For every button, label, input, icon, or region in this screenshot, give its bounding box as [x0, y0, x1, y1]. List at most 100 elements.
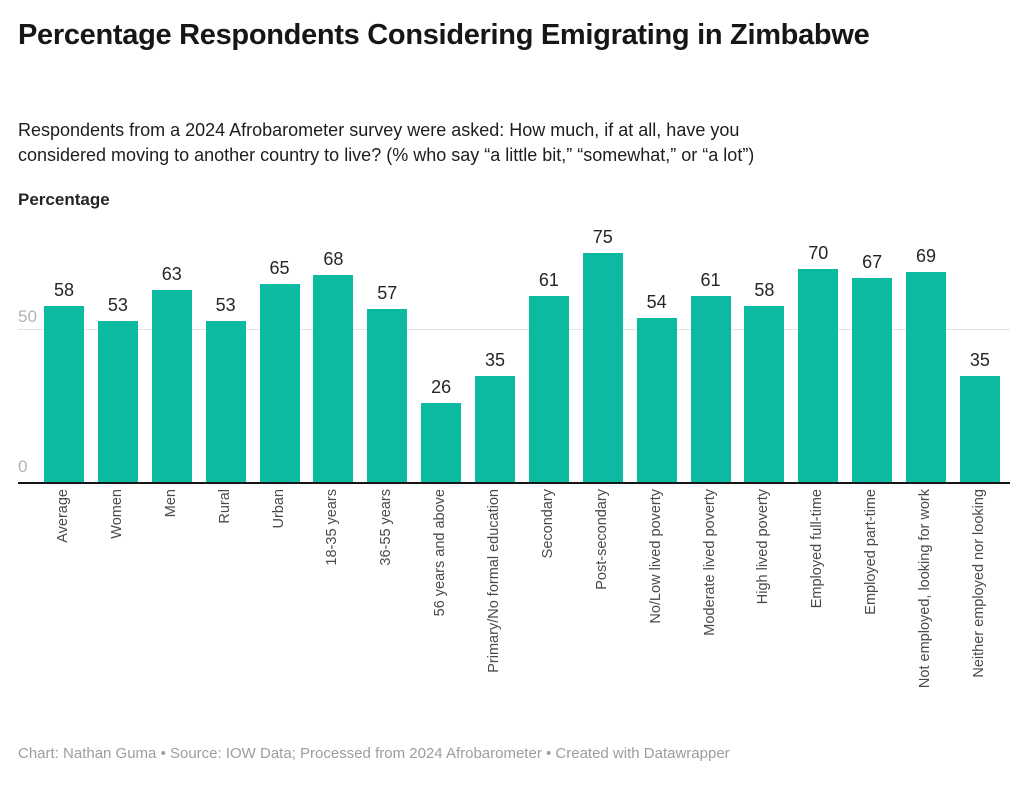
bar-chart-plot-area: 50 0 58 53 63 53 65 68 57 26 35 61 75 54 61 58 70 67 69 3… — [18, 227, 1010, 484]
bar-value-label: 58 — [53, 280, 75, 300]
x-axis-label: Not employed, looking for work — [917, 489, 934, 689]
bar-value-label: 58 — [754, 280, 775, 300]
bar-cell: 67 — [852, 230, 893, 483]
bar-value-label: 75 — [592, 227, 613, 247]
bar-value-label: 35 — [969, 350, 990, 370]
bar — [151, 290, 192, 483]
bar — [44, 306, 84, 483]
bar-value-label: 53 — [107, 295, 128, 315]
bar — [367, 309, 408, 483]
bar-value-label: 69 — [915, 246, 937, 266]
bar-value-label: 70 — [808, 243, 829, 263]
chart-subtitle-line-1: Respondents from a 2024 Afrobarometer su… — [18, 120, 740, 140]
x-axis-label-cell: Rural — [206, 489, 246, 721]
bar-cell: 53 — [97, 230, 138, 483]
bar — [636, 318, 677, 483]
bar-cell: 58 — [44, 230, 84, 483]
y-tick-label-50: 50 — [18, 307, 37, 326]
bar-cell: 35 — [959, 230, 1000, 483]
x-axis-label: High lived poverty — [755, 489, 772, 605]
bar-value-label: 67 — [862, 252, 883, 272]
x-axis-label: No/Low lived poverty — [647, 489, 664, 624]
bar-value-label: 54 — [646, 292, 667, 312]
x-axis-label: Urban — [270, 489, 287, 529]
x-axis-label: Men — [162, 489, 179, 518]
x-axis-label-cell: Moderate lived poverty — [691, 489, 731, 721]
x-axis-label-cell: Post-secondary — [583, 489, 623, 721]
bar — [528, 296, 569, 483]
bar — [582, 253, 623, 483]
x-axis-label: Secondary — [539, 489, 556, 559]
bar-cell: 70 — [798, 230, 839, 483]
x-axis-label: Post-secondary — [593, 489, 610, 590]
bar-cell: 61 — [690, 230, 731, 483]
x-axis-label-cell: 18-35 years — [313, 489, 353, 721]
chart-subtitle-line-2: considered moving to another country to … — [18, 145, 755, 166]
bar-cell: 26 — [421, 230, 462, 483]
bar — [690, 296, 731, 483]
bar — [798, 269, 839, 483]
bar-value-label: 26 — [431, 377, 452, 397]
bar-value-label: 61 — [538, 270, 559, 290]
chart-subtitle: Respondents from a 2024 Afrobarometer su… — [18, 118, 1008, 168]
x-axis-label: Average — [55, 489, 72, 543]
x-axis-label: Employed part-time — [863, 489, 880, 615]
x-axis-label: Primary/No formal education — [486, 489, 503, 673]
bar-value-label: 53 — [215, 295, 236, 315]
bar-value-label: 68 — [323, 249, 344, 269]
x-axis-label-cell: Not employed, looking for work — [906, 489, 946, 721]
bar-value-label: 65 — [269, 258, 290, 278]
bar-value-label: 61 — [700, 270, 721, 290]
bar — [259, 284, 300, 483]
bar-cell: 69 — [906, 230, 946, 483]
bar-cell: 53 — [205, 230, 246, 483]
y-tick-label-0: 0 — [18, 457, 28, 476]
x-axis-label-cell: Neither employed nor looking — [960, 489, 1000, 721]
bar — [852, 278, 893, 483]
x-axis-label-cell: 56 years and above — [421, 489, 461, 721]
bar-cell: 65 — [259, 230, 300, 483]
x-axis-label-cell: Employed full-time — [798, 489, 838, 721]
bar-cell: 57 — [367, 230, 408, 483]
x-axis-label-cell: Urban — [260, 489, 300, 721]
chart-footer: Chart: Nathan Guma • Source: IOW Data; P… — [18, 745, 730, 762]
x-axis-label: 36-55 years — [378, 489, 395, 566]
bar-cell: 35 — [475, 230, 515, 483]
bar — [959, 376, 1000, 483]
x-axis-label: 56 years and above — [432, 489, 449, 617]
x-axis-label-cell: 36-55 years — [367, 489, 407, 721]
x-axis-label: Moderate lived poverty — [701, 489, 718, 636]
bar-value-label: 57 — [377, 283, 398, 303]
y-axis-title: Percentage — [18, 190, 110, 209]
x-axis-label-cell: Men — [152, 489, 192, 721]
x-axis-label-cell: Primary/No formal education — [475, 489, 515, 721]
bar — [421, 403, 462, 483]
x-axis-label: 18-35 years — [324, 489, 341, 566]
bar — [313, 275, 354, 483]
x-axis-label: Rural — [216, 489, 233, 524]
bar — [744, 306, 785, 483]
x-axis-label: Women — [108, 489, 125, 539]
bar-cell: 63 — [151, 230, 192, 483]
x-axis-label-cell: High lived poverty — [744, 489, 784, 721]
x-axis-label-cell: Secondary — [529, 489, 569, 721]
bar-cell: 54 — [636, 230, 677, 483]
chart-title: Percentage Respondents Considering Emigr… — [18, 19, 870, 51]
bar-cell: 58 — [744, 230, 785, 483]
bar — [97, 321, 138, 483]
x-axis-labels: Average Women Men Rural Urban 18-35 years 36-5… — [44, 489, 1000, 721]
bar — [205, 321, 246, 483]
x-axis-label-cell: Women — [98, 489, 138, 721]
bar — [906, 272, 946, 483]
bars-container: 58 53 63 53 65 68 57 26 35 61 75 54 61 58 70 67 69 35 — [44, 227, 1000, 483]
x-axis-label: Neither employed nor looking — [970, 489, 987, 678]
bar — [475, 376, 515, 483]
x-axis-label-cell: No/Low lived poverty — [637, 489, 677, 721]
x-axis-label: Employed full-time — [809, 489, 826, 609]
bar-value-label: 63 — [161, 264, 182, 284]
bar-cell: 68 — [313, 230, 354, 483]
x-axis-label-cell: Employed part-time — [852, 489, 892, 721]
x-axis-label-cell: Average — [44, 489, 84, 721]
x-axis-baseline — [18, 482, 1010, 484]
bar-value-label: 35 — [484, 350, 506, 370]
